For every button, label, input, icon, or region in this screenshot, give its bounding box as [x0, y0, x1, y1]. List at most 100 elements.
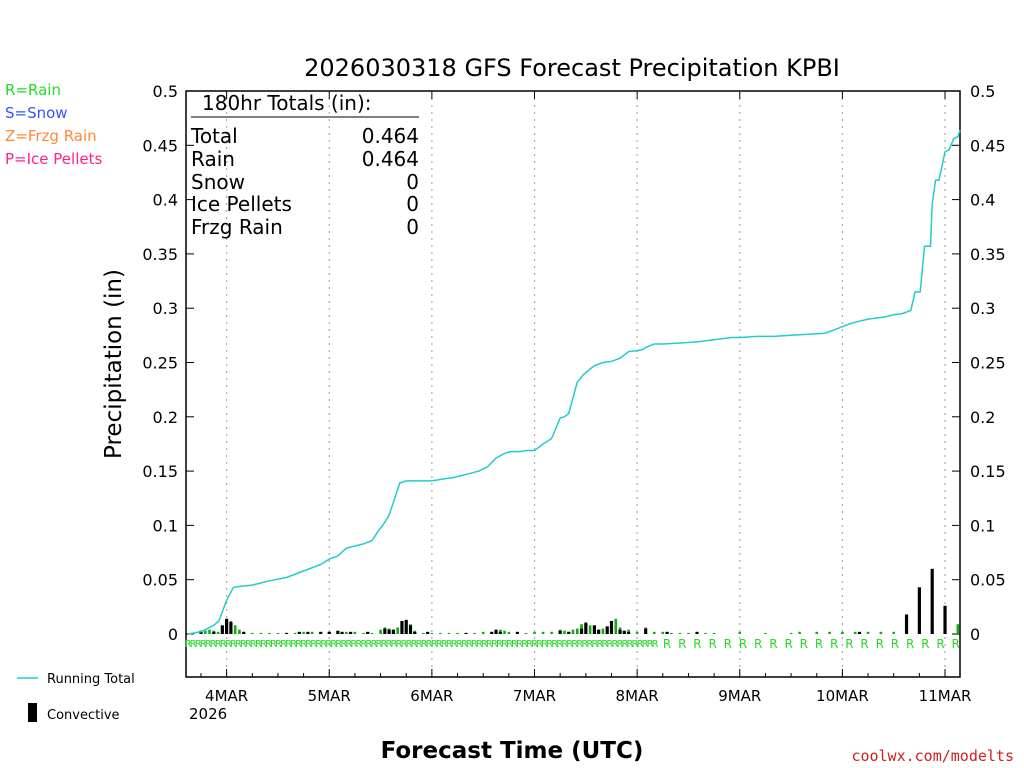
y-axis: 0 00.05 0.050.1 0.10.15 0.150.2 0.20.25 0.250.…: [142, 82, 1005, 644]
y-tick-label: 0.15: [970, 462, 1006, 481]
total-precip-bar: [678, 632, 682, 634]
totals-row-label: Frzg Rain: [191, 215, 283, 239]
ptype-letter: R: [769, 637, 777, 651]
ptype-letter: R: [815, 637, 823, 651]
convective-swatch: [28, 703, 37, 722]
ptype-letter: R: [739, 637, 747, 651]
ptype-letter: R: [561, 639, 568, 650]
ptype-letter: R: [245, 639, 252, 650]
ptype-letter: R: [601, 639, 608, 650]
y-tick-label: 0.5: [970, 82, 995, 101]
total-precip-bar: [430, 632, 434, 634]
convective-bar: [297, 631, 301, 634]
ptype-letter: R: [546, 639, 553, 650]
total-precip-bar: [422, 632, 425, 634]
ptype-letter: R: [416, 639, 423, 650]
total-precip-bar: [268, 632, 271, 634]
ptype-letter: R: [754, 637, 762, 651]
ptype-letter: R: [335, 639, 342, 650]
y-tick-label: 0.05: [142, 571, 178, 590]
ptype-letter: R: [708, 637, 716, 651]
total-precip-bar: [473, 632, 476, 634]
ptype-letter: R: [471, 639, 478, 650]
totals-row-value: 0: [406, 215, 419, 239]
ptype-letter: R: [724, 637, 732, 651]
total-precip-bar: [764, 632, 767, 634]
ptype-letter: R: [876, 637, 884, 651]
total-precip-bar: [481, 631, 485, 634]
line-legend: Running Total Convective: [17, 672, 135, 723]
total-precip-bar: [439, 632, 442, 634]
convective-bar: [383, 628, 387, 634]
ptype-letter: R: [200, 639, 207, 650]
ptype-letter: R: [330, 639, 337, 650]
total-precip-bar: [563, 630, 566, 634]
ptype-letter: R: [290, 639, 297, 650]
ptype-letter: R: [541, 639, 548, 650]
convective-bar: [695, 631, 699, 634]
x-axis: 4MAR 5MAR 6MAR 7MAR 8MAR 9MAR 10MAR 11MAR: [200, 91, 971, 705]
ptype-letter: R: [265, 639, 272, 650]
plot-frame: [185, 90, 961, 678]
convective-bar: [404, 619, 408, 634]
total-precip-bar: [866, 631, 870, 634]
ptype-letter: R: [411, 639, 418, 650]
ptype-letter: R: [616, 639, 623, 650]
convective-bar: [319, 631, 323, 634]
total-precip-bar: [456, 632, 459, 634]
x-tick-label: 9MAR: [718, 687, 761, 705]
ptype-letter: R: [285, 639, 292, 650]
convective-bar: [567, 631, 571, 634]
convective-bar: [665, 631, 669, 634]
y-axis-label: Precipitation (in): [101, 269, 127, 459]
total-precip-bar: [652, 631, 656, 634]
total-precip-bar: [853, 631, 857, 634]
credit-link[interactable]: coolwx.com/modelts: [851, 747, 1014, 765]
ptype-letter: R: [952, 637, 960, 651]
convective-bar: [387, 629, 391, 634]
y-tick-label: 0.5: [153, 82, 178, 101]
ptype-letter: R: [275, 639, 282, 650]
ptype-letter: R: [611, 639, 618, 650]
ptype-letter: R: [466, 639, 473, 650]
y-tick-label: 0.3: [153, 299, 178, 318]
ptype-letter: R: [536, 639, 543, 650]
ptype-letter: R: [784, 637, 792, 651]
total-precip-bar: [798, 631, 801, 634]
y-tick-label: 0.4: [153, 191, 178, 210]
ptype-letter: R: [210, 639, 217, 650]
ptype-letter: R: [396, 639, 403, 650]
convective-bar: [498, 631, 502, 634]
total-precip-bar: [635, 631, 639, 634]
running-total-legend-label: Running Total: [47, 672, 135, 687]
total-precip-bar: [362, 632, 365, 634]
total-precip-bar: [789, 632, 793, 634]
ptype-letter: R: [596, 639, 603, 650]
convective-bar: [579, 628, 584, 634]
convective-bar: [413, 631, 417, 634]
ptype-letter: R: [891, 637, 899, 651]
running-total-line: [187, 129, 961, 635]
ptype-letter: R: [491, 639, 498, 650]
total-precip-bar: [396, 627, 399, 634]
totals-row-label: Total: [190, 124, 238, 148]
convective-bar: [930, 568, 934, 634]
ptype-letter: R: [521, 639, 528, 650]
convective-legend-label: Convective: [47, 708, 120, 723]
total-precip-bar: [588, 625, 592, 634]
total-precip-bar: [892, 631, 896, 634]
ptype-letter: R: [365, 639, 372, 650]
y-tick-label: 0.1: [153, 516, 178, 535]
convective-bar: [306, 631, 310, 634]
ptype-letter: R: [215, 639, 222, 650]
total-precip-bar: [533, 631, 536, 634]
ptype-letter: R: [652, 639, 659, 650]
convective-bar: [225, 618, 229, 634]
ptype-letter: R: [260, 639, 267, 650]
total-precip-bar: [302, 631, 305, 634]
total-precip-bar: [276, 632, 280, 634]
y-tick-label: 0.4: [970, 191, 995, 210]
ptype-letter: R: [526, 639, 533, 650]
convective-bar: [597, 629, 601, 634]
ptype-letter: R: [300, 639, 307, 650]
